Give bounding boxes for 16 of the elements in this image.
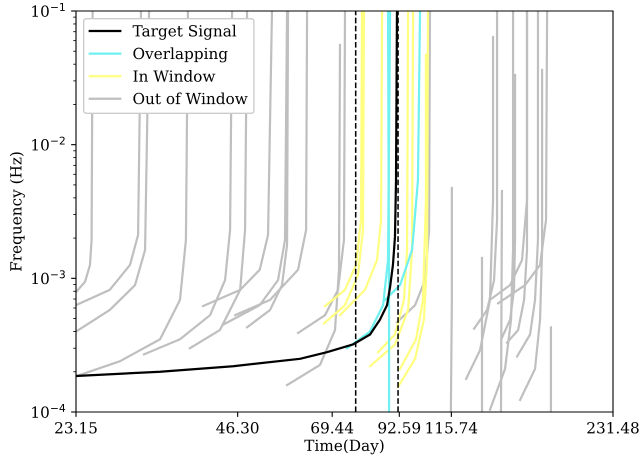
x-tick-label: 92.59 bbox=[378, 422, 420, 434]
legend-label: Out of Window bbox=[133, 92, 248, 104]
y-tick-label: 10$^{−2}$ bbox=[32, 136, 65, 151]
legend-label: In Window bbox=[133, 70, 216, 82]
legend-label: Target Signal bbox=[132, 24, 236, 40]
x-tick-label: 115.74 bbox=[426, 422, 478, 434]
y-tick-label: 10$^{−4}$ bbox=[32, 404, 66, 418]
y-tick-label: 10$^{−3}$ bbox=[32, 270, 65, 284]
x-tick-label: 23.15 bbox=[55, 422, 97, 434]
y-tick-label: 10$^{−1}$ bbox=[32, 3, 65, 17]
x-tick-label: 46.30 bbox=[216, 422, 259, 434]
x-axis-title: Time(Day) bbox=[304, 439, 384, 454]
legend-label: Overlapping bbox=[133, 47, 228, 62]
x-tick-label: 231.48 bbox=[587, 422, 639, 434]
x-tick-label: 69.44 bbox=[311, 422, 354, 434]
y-axis-title: Frequency (Hz) bbox=[10, 152, 25, 272]
